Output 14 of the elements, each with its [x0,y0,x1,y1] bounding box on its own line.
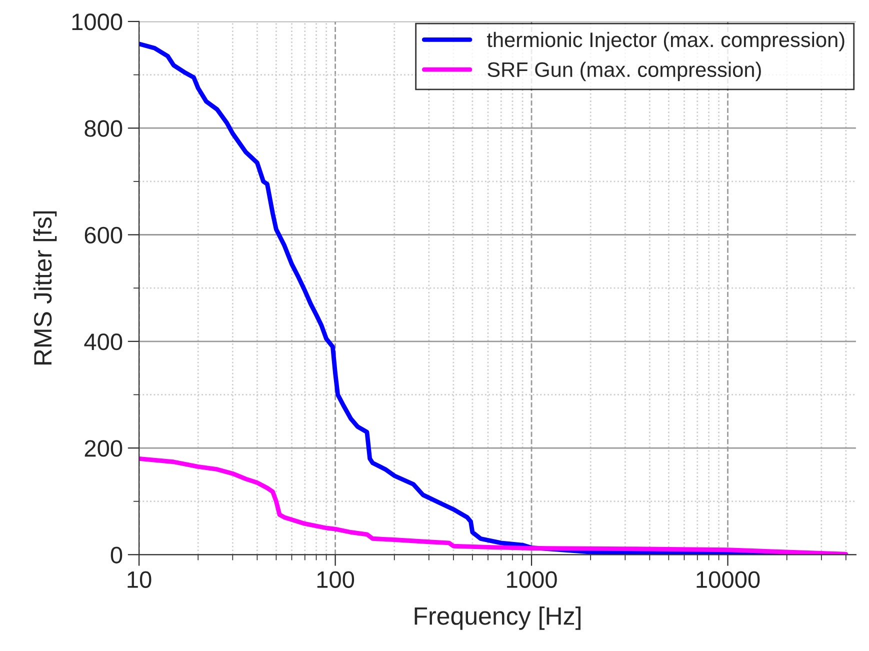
y-tick-label: 600 [84,226,122,244]
y-tick-label: 800 [84,120,122,137]
y-tick-label: 1000 [72,14,122,30]
legend-label: SRF Gun (max. compression) [488,62,761,82]
y-tick-label: 200 [84,440,122,457]
x-tick-label: 10 [128,571,152,588]
y-tick-label: 0 [110,546,122,564]
x-axis-title: Frequency [Hz] [414,606,580,630]
legend-label: thermionic Injector (max. compression) [486,32,844,52]
x-tick-label: 100 [317,571,354,588]
y-axis-title: RMS Jitter [fs] [33,211,57,364]
y-tick-label: 400 [84,333,122,350]
x-tick-label: 10000 [696,571,760,588]
x-tick-label: 1000 [507,571,557,588]
